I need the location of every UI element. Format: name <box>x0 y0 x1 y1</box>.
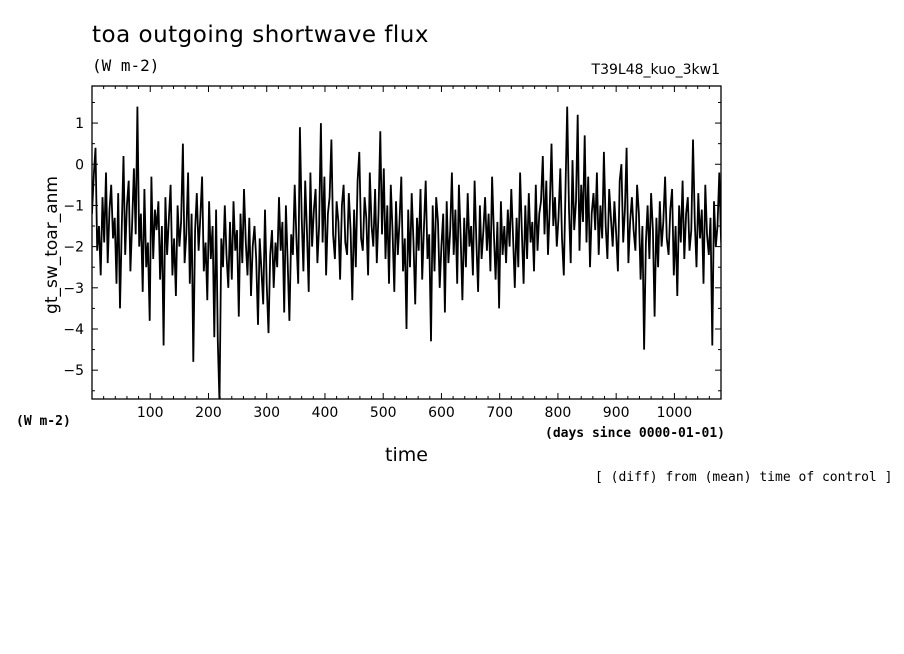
x-axis-units: (days since 0000-01-01) <box>545 426 726 441</box>
x-tick-label: 200 <box>195 405 222 421</box>
x-tick-label: 500 <box>370 405 397 421</box>
y-tick-label: −5 <box>63 363 84 379</box>
y-tick-label: −1 <box>63 198 84 214</box>
chart-title: toa outgoing shortwave flux <box>92 22 429 48</box>
x-tick-label: 600 <box>428 405 455 421</box>
x-tick-label: 900 <box>603 405 630 421</box>
y-tick-label: −4 <box>63 322 84 338</box>
y-axis-units: (W m-2) <box>16 414 71 429</box>
y-tick-label: −3 <box>63 281 84 297</box>
y-tick-label: 0 <box>75 157 84 173</box>
chart-units: (W m-2) <box>92 56 160 75</box>
y-tick-label: −2 <box>63 240 84 256</box>
y-tick-label: 1 <box>75 116 84 132</box>
x-tick-label: 300 <box>253 405 280 421</box>
y-axis-label: gt_sw_toar_anm <box>42 176 62 314</box>
run-label: T39L48_kuo_3kw1 <box>591 62 720 78</box>
x-tick-label: 100 <box>137 405 164 421</box>
x-tick-label: 800 <box>545 405 572 421</box>
diff-note: [ (diff) from (mean) time of control ] <box>595 470 893 485</box>
series-line-0 <box>92 106 721 399</box>
x-tick-label: 400 <box>312 405 339 421</box>
x-tick-label: 700 <box>486 405 513 421</box>
x-tick-label: 1000 <box>657 405 693 421</box>
x-axis-label: time <box>385 444 428 466</box>
